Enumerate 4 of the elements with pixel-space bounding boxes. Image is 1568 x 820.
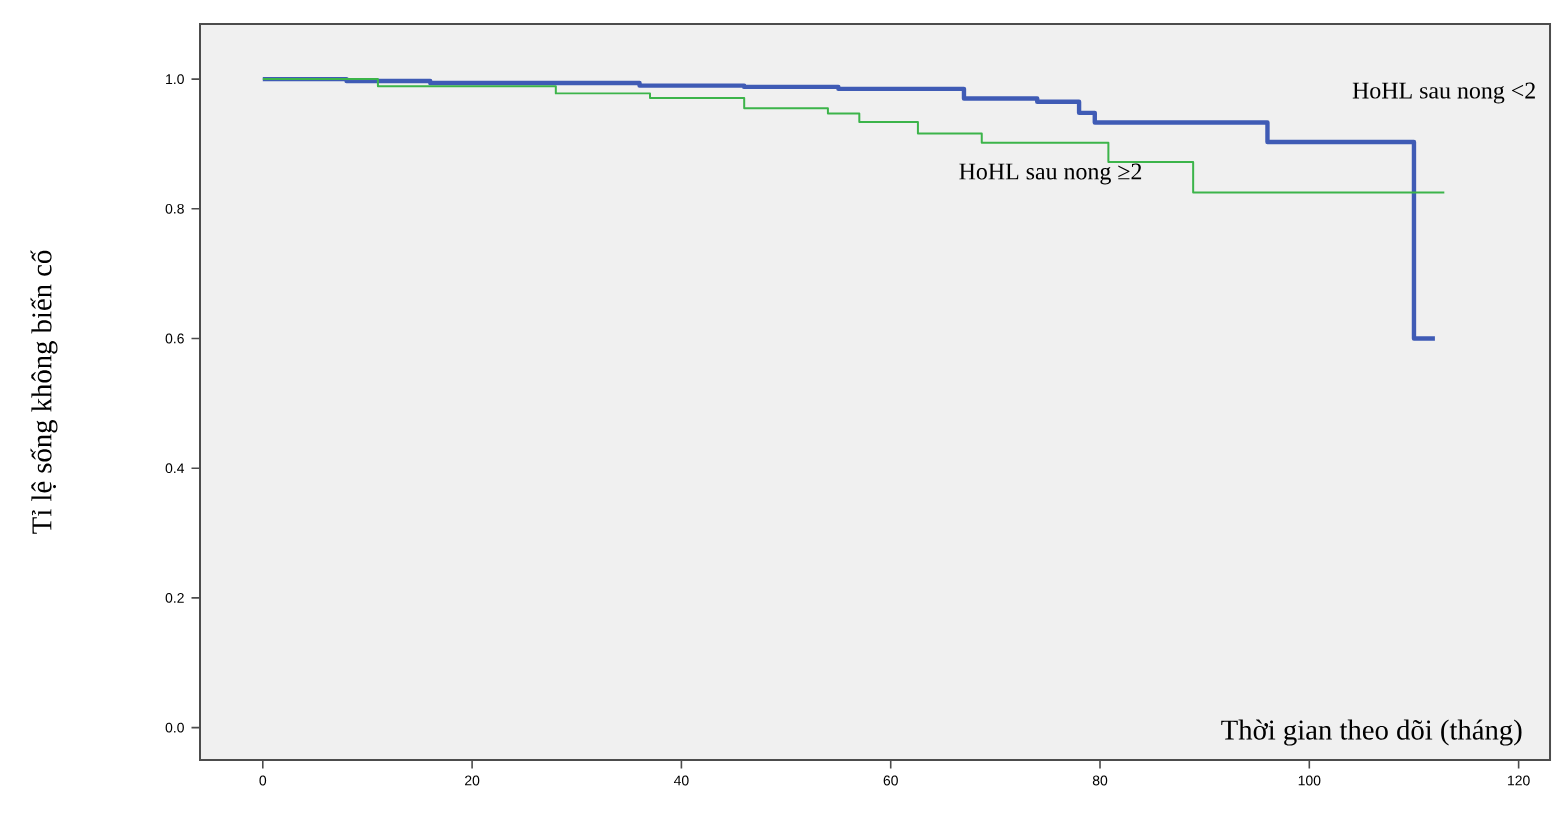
- x-axis-title: Thời gian theo dõi (tháng): [1221, 719, 1522, 746]
- y-axis-title: Tỉ lệ sống không biến cố: [30, 250, 58, 534]
- series-label: HoHL sau nong ≥2: [959, 163, 1142, 185]
- series-label: HoHL sau nong <2: [1352, 82, 1535, 104]
